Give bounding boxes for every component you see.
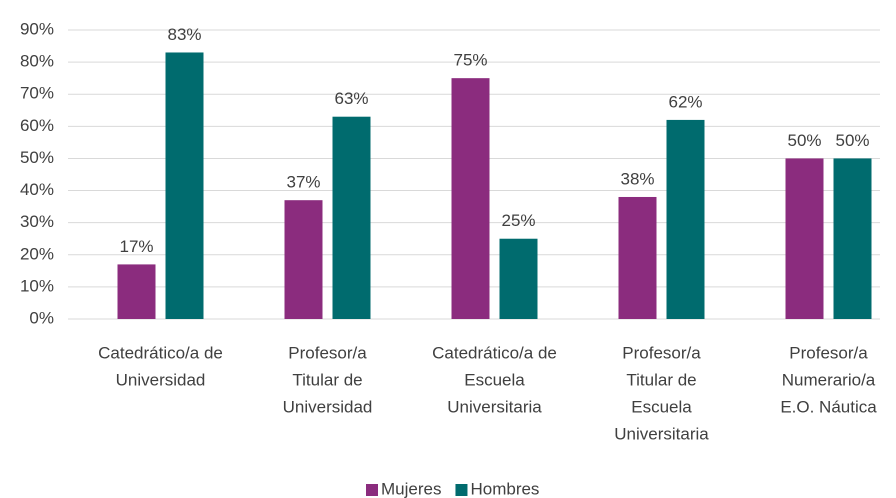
y-tick-label: 10% [20,276,54,295]
bar [833,158,872,319]
data-label: 50% [835,131,869,150]
x-tick-label: Escuela [631,397,692,416]
data-label: 50% [787,131,821,150]
y-tick-label: 50% [20,148,54,167]
bar [451,78,490,320]
bar [785,158,824,319]
data-label: 38% [620,169,654,188]
x-tick-label: Universidad [116,370,206,389]
legend-label: Mujeres [381,479,441,498]
x-tick-label: Universitaria [614,424,709,443]
y-tick-label: 70% [20,84,54,103]
data-label: 17% [119,237,153,256]
x-tick-label: Profesor/a [288,343,367,362]
bar [618,196,657,319]
bar [666,119,705,320]
y-tick-label: 90% [20,19,54,38]
x-tick-label: Universitaria [447,397,542,416]
bar [284,200,323,319]
x-tick-label: Catedrático/a de [98,343,223,362]
x-tick-label: Universidad [283,397,373,416]
bar [117,264,156,319]
y-tick-label: 80% [20,52,54,71]
legend-swatch [455,484,468,496]
y-tick-label: 30% [20,212,54,231]
y-tick-label: 40% [20,180,54,199]
x-tick-label: Titular de [626,370,696,389]
x-tick-label: Numerario/a [782,370,876,389]
x-tick-label: Titular de [292,370,362,389]
y-tick-label: 60% [20,116,54,135]
data-label: 75% [453,51,487,70]
x-tick-label: Catedrático/a de [432,343,557,362]
x-tick-label: E.O. Náutica [780,397,877,416]
x-tick-label: Profesor/a [789,343,868,362]
y-tick-label: 0% [29,308,54,327]
data-label: 83% [167,25,201,44]
legend-swatch [366,484,378,496]
x-tick-label: Escuela [464,370,525,389]
data-label: 37% [286,173,320,192]
data-label: 25% [501,211,535,230]
x-tick-label: Profesor/a [622,343,701,362]
data-label: 62% [668,92,702,111]
y-tick-label: 20% [20,244,54,263]
legend-label: Hombres [470,479,539,498]
bar [499,238,538,319]
data-label: 63% [334,89,368,108]
bar [165,52,204,319]
bar [332,116,371,319]
